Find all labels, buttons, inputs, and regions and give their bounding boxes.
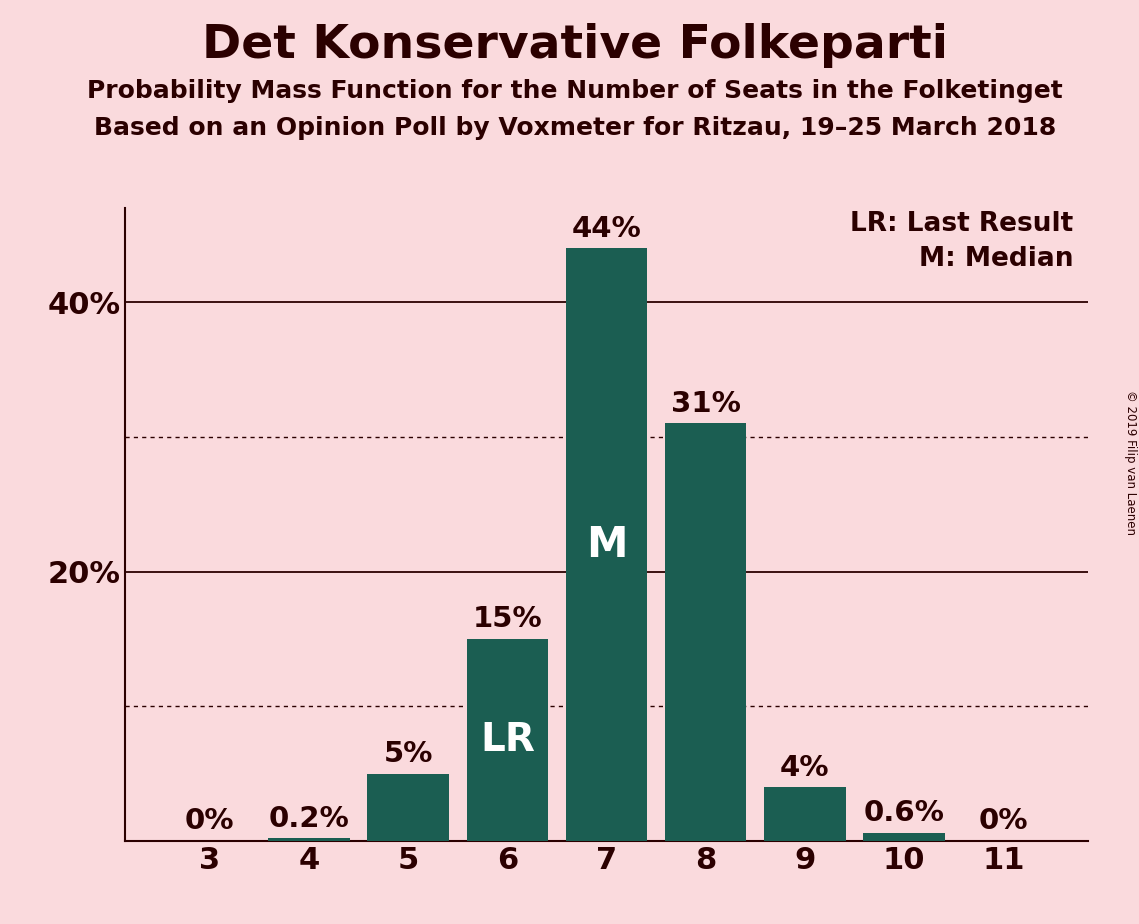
Text: LR: Last Result: LR: Last Result — [850, 211, 1073, 237]
Bar — [368, 773, 449, 841]
Text: M: M — [585, 524, 628, 565]
Text: LR: LR — [480, 721, 534, 759]
Text: 15%: 15% — [473, 605, 542, 634]
Text: Probability Mass Function for the Number of Seats in the Folketinget: Probability Mass Function for the Number… — [88, 79, 1063, 103]
Text: 5%: 5% — [384, 740, 433, 768]
Text: 44%: 44% — [572, 215, 641, 243]
Bar — [764, 787, 845, 841]
Bar — [863, 833, 944, 841]
Text: 0%: 0% — [978, 808, 1029, 835]
Text: Det Konservative Folkeparti: Det Konservative Folkeparti — [203, 23, 948, 68]
Text: 0.6%: 0.6% — [863, 799, 944, 827]
Text: 0.2%: 0.2% — [269, 805, 350, 833]
Text: 31%: 31% — [671, 390, 740, 418]
Bar — [566, 249, 647, 841]
Text: © 2019 Filip van Laenen: © 2019 Filip van Laenen — [1124, 390, 1137, 534]
Text: M: Median: M: Median — [919, 246, 1073, 272]
Text: 4%: 4% — [780, 754, 829, 782]
Text: Based on an Opinion Poll by Voxmeter for Ritzau, 19–25 March 2018: Based on an Opinion Poll by Voxmeter for… — [95, 116, 1056, 140]
Bar — [467, 638, 548, 841]
Bar — [665, 423, 746, 841]
Text: 0%: 0% — [185, 808, 235, 835]
Bar — [269, 838, 350, 841]
